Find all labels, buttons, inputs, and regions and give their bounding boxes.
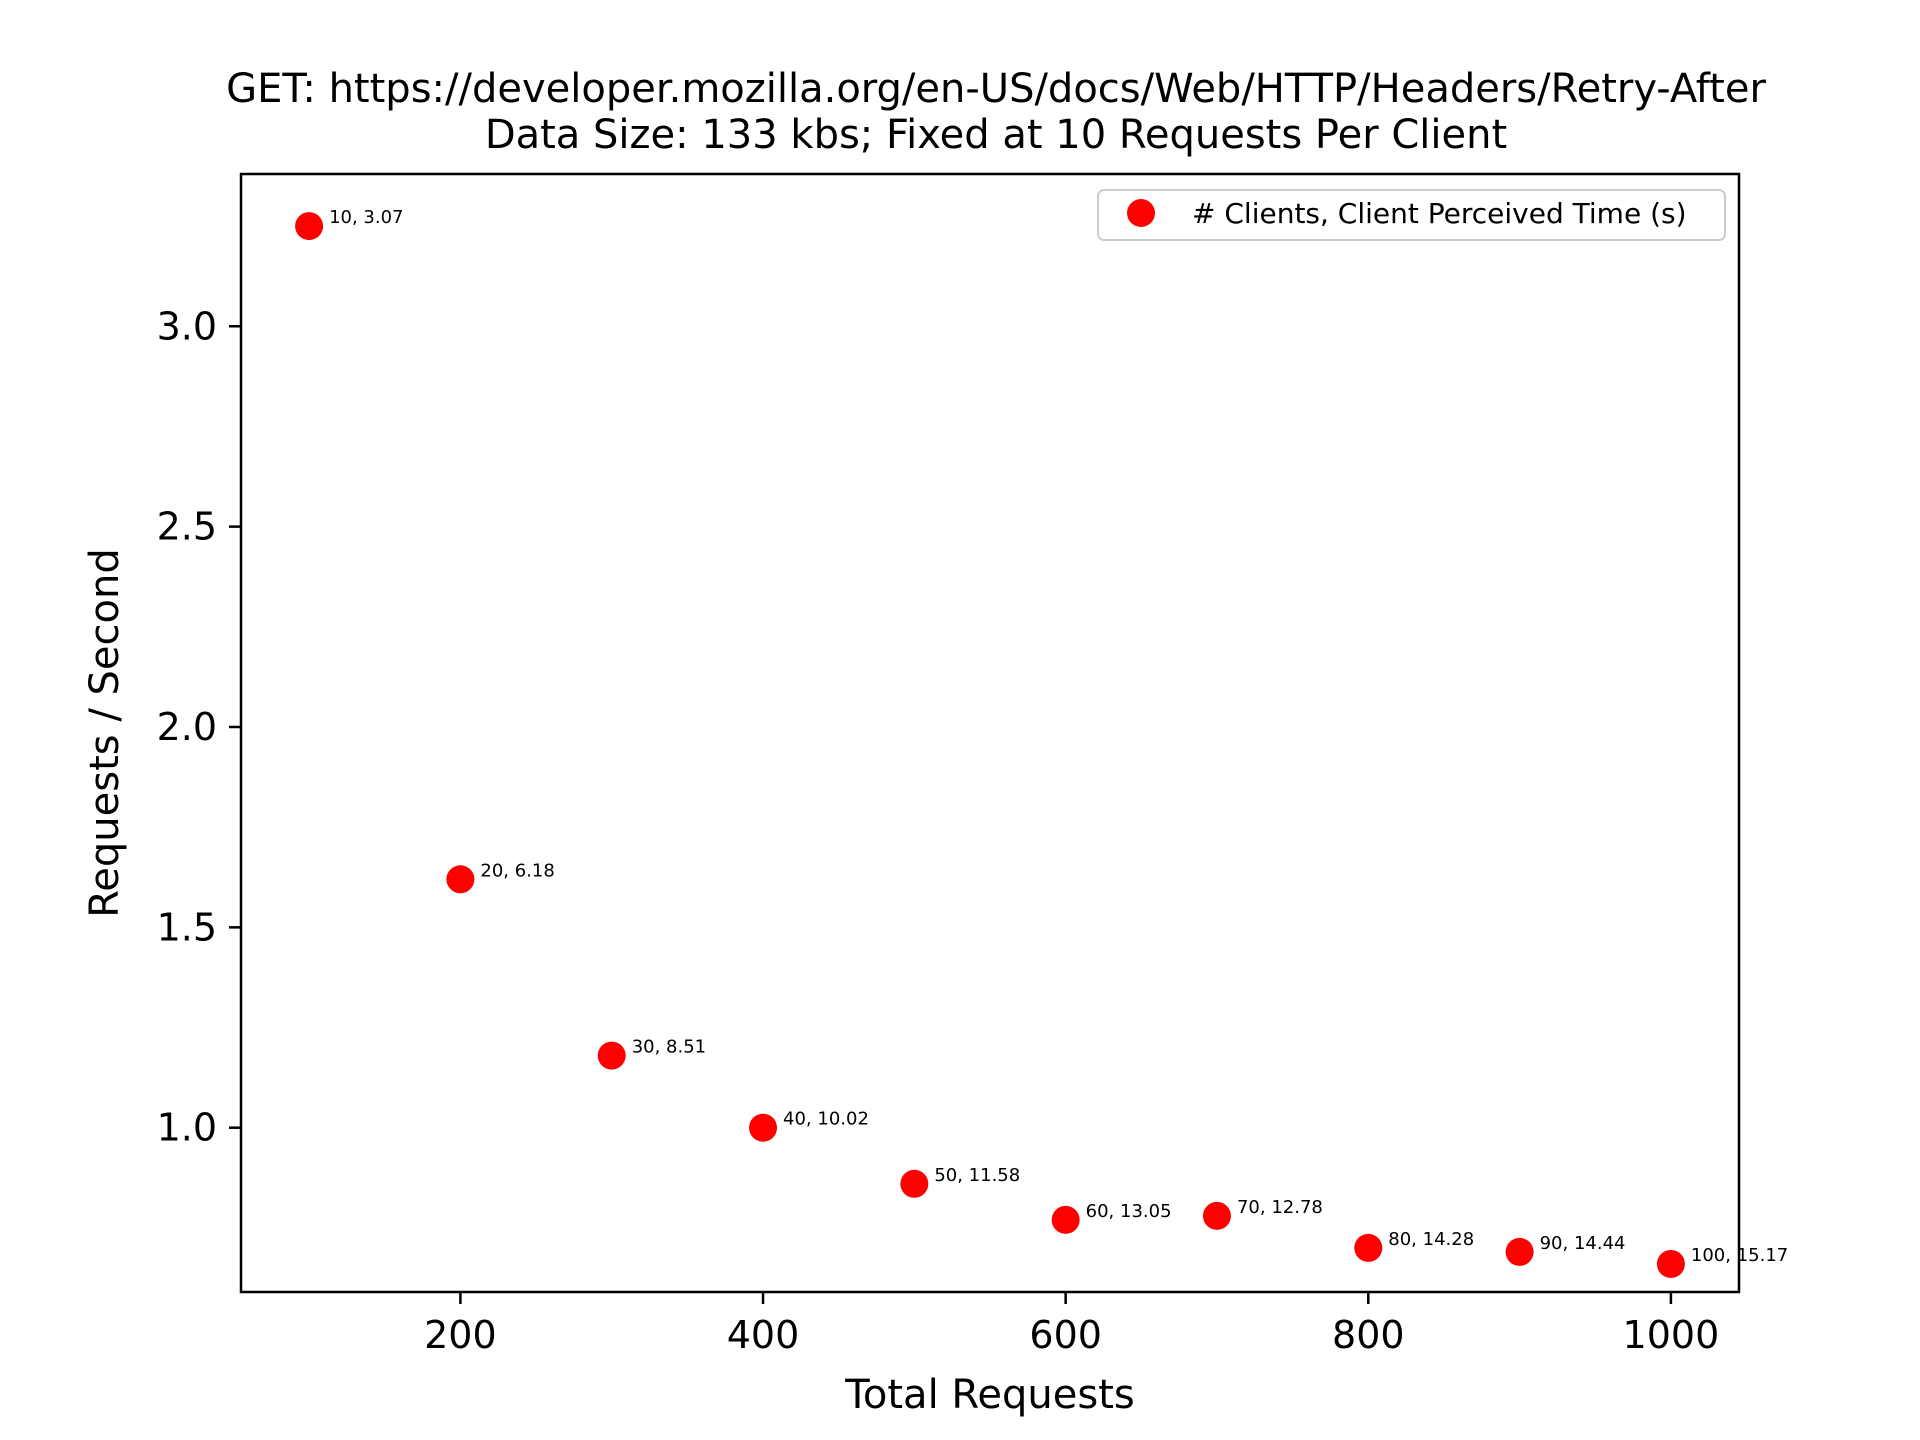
x-tick-label: 400	[727, 1313, 800, 1357]
y-tick-label: 3.0	[157, 304, 217, 348]
y-tick-label: 1.0	[157, 1106, 217, 1150]
data-point-label: 40, 10.02	[783, 1109, 869, 1130]
y-axis-label: Requests / Second	[82, 548, 128, 917]
data-point-label: 20, 6.18	[480, 860, 554, 881]
x-axis-label: Total Requests	[844, 1372, 1134, 1418]
legend: # Clients, Client Perceived Time (s)	[1097, 189, 1726, 241]
data-point	[1202, 1201, 1231, 1230]
data-points	[295, 212, 1685, 1278]
data-point-label: 90, 14.44	[1540, 1233, 1626, 1254]
data-point	[1505, 1237, 1534, 1266]
data-point	[749, 1113, 778, 1142]
data-point-label: 60, 13.05	[1086, 1201, 1172, 1222]
x-tick-label: 200	[424, 1313, 497, 1357]
data-point-label: 80, 14.28	[1388, 1229, 1474, 1250]
x-tick-label: 600	[1029, 1313, 1102, 1357]
chart-title: GET: https://developer.mozilla.org/en-US…	[226, 66, 1766, 112]
data-point-label: 50, 11.58	[934, 1165, 1020, 1186]
data-point	[295, 212, 324, 241]
x-tick-label: 1000	[1623, 1313, 1720, 1357]
legend-marker	[1127, 199, 1155, 227]
x-axis-ticks: 200 400 600 800 1000	[424, 1292, 1719, 1357]
data-point	[1354, 1233, 1383, 1262]
data-point	[1051, 1205, 1080, 1234]
data-point	[597, 1041, 626, 1070]
data-point	[1656, 1249, 1685, 1278]
data-point-label: 70, 12.78	[1237, 1197, 1323, 1218]
data-point	[900, 1169, 929, 1198]
data-point-labels: 10, 3.07 20, 6.18 30, 8.51 40, 10.02 50, 11.…	[329, 207, 1788, 1266]
legend-series-label: # Clients, Client Perceived Time (s)	[1192, 197, 1687, 230]
y-tick-label: 1.5	[157, 905, 217, 949]
y-tick-label: 2.0	[157, 705, 217, 749]
data-point-label: 10, 3.07	[329, 207, 403, 228]
x-tick-label: 800	[1332, 1313, 1405, 1357]
legend-box	[1097, 189, 1726, 241]
data-point-label: 30, 8.51	[632, 1037, 706, 1058]
y-axis-ticks: 1.0 1.5 2.0 2.5 3.0	[157, 304, 241, 1150]
data-point-label: 100, 15.17	[1691, 1245, 1788, 1266]
y-tick-label: 2.5	[157, 505, 217, 549]
data-point	[446, 865, 475, 894]
chart-subtitle: Data Size: 133 kbs; Fixed at 10 Requests…	[485, 112, 1507, 158]
plot-area-frame	[239, 172, 1741, 1294]
